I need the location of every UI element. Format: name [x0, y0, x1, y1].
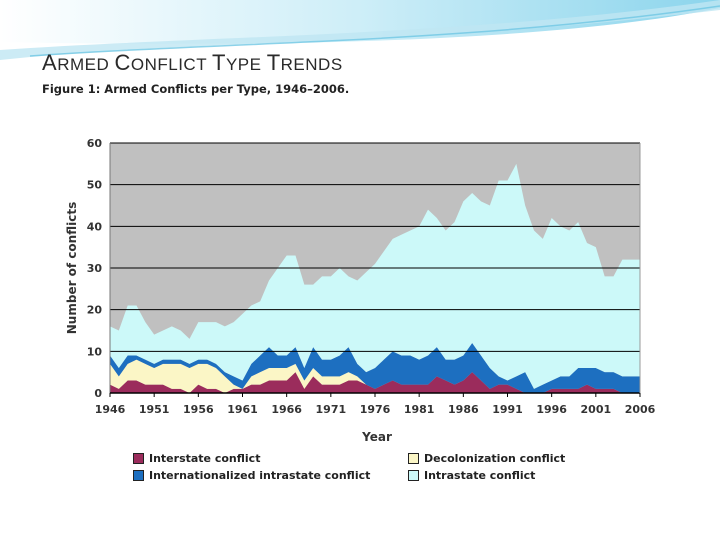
legend-swatch-internationalized: [133, 470, 144, 481]
y-tick-label: 20: [87, 304, 103, 317]
legend-internationalized: Internationalized intrastate conflict: [133, 469, 370, 482]
figure-caption: Figure 1: Armed Conflicts per Type, 1946…: [42, 82, 350, 96]
x-tick-label: 2001: [581, 403, 612, 416]
x-tick-label: 1986: [448, 403, 479, 416]
x-tick-label: 1991: [492, 403, 523, 416]
x-tick-label: 1966: [271, 403, 302, 416]
legend-label-intrastate: Intrastate conflict: [424, 469, 536, 482]
y-tick-label: 40: [87, 220, 103, 233]
x-tick-label: 1996: [536, 403, 567, 416]
area-intrastate: [110, 163, 640, 389]
area-decolonization: [110, 359, 640, 393]
x-tick-label: 1971: [316, 403, 347, 416]
banner-wave-line: [29, 5, 720, 57]
legend-swatch-intrastate: [408, 470, 419, 481]
legend-label-internationalized: Internationalized intrastate conflict: [149, 469, 371, 482]
y-axis-label: Number of conflicts: [65, 202, 79, 334]
y-tick-label: 50: [87, 179, 103, 192]
y-tick-label: 60: [87, 137, 103, 150]
legend-intrastate: Intrastate conflict: [408, 469, 535, 482]
legend-swatch-interstate: [133, 453, 144, 464]
x-tick-label: 1951: [139, 403, 170, 416]
x-tick-label: 1981: [404, 403, 435, 416]
banner-wave-back: [0, 0, 720, 44]
x-tick-label: 1976: [360, 403, 391, 416]
area-interstate: [110, 372, 640, 393]
slide-title: ARMED CONFLICT TYPE TRENDS: [42, 50, 343, 75]
y-tick-label: 0: [94, 387, 102, 400]
legend-interstate: Interstate conflict: [133, 452, 260, 465]
y-tick-label: 10: [87, 345, 103, 358]
x-tick-label: 2006: [625, 403, 656, 416]
legend-swatch-decolonization: [408, 453, 419, 464]
x-axis-label: Year: [361, 430, 392, 444]
x-tick-label: 1946: [95, 403, 126, 416]
legend-label-interstate: Interstate conflict: [149, 452, 261, 465]
x-tick-label: 1961: [227, 403, 258, 416]
legend-label-decolonization: Decolonization conflict: [424, 452, 566, 465]
header-banner: [0, 0, 720, 60]
banner-wave-front: [0, 0, 720, 60]
y-tick-label: 30: [87, 262, 103, 275]
legend-decolonization: Decolonization conflict: [408, 452, 565, 465]
x-tick-label: 1956: [183, 403, 214, 416]
